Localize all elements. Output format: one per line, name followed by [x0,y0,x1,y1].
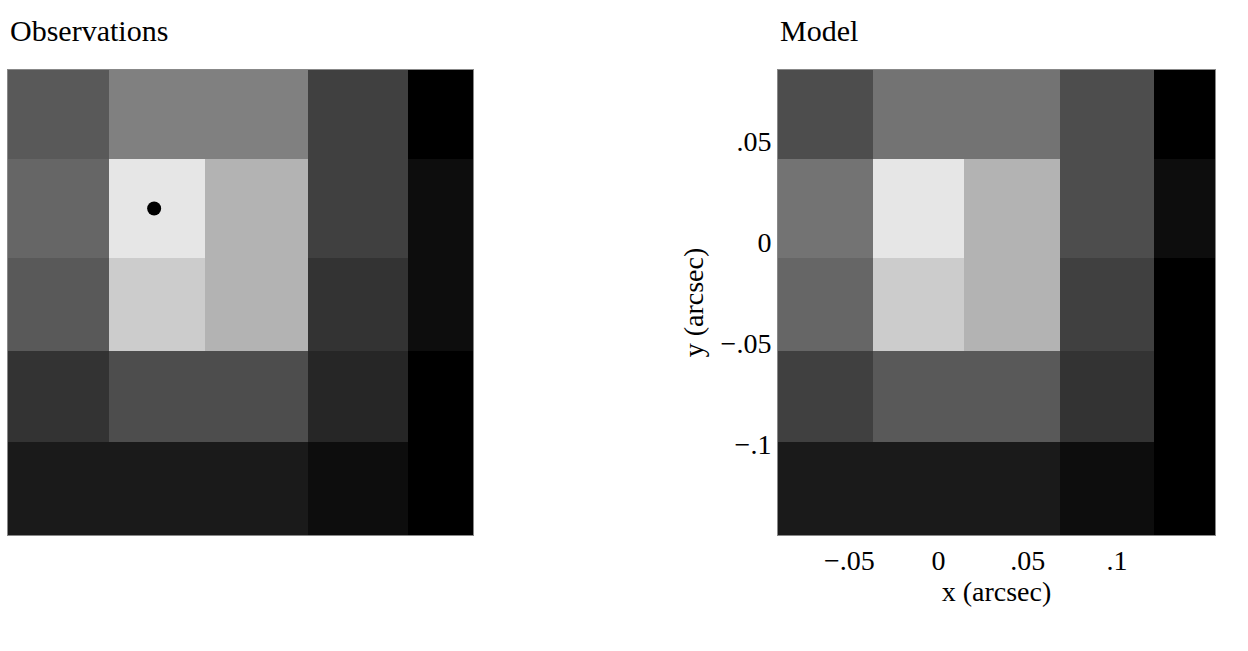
svg-text:0: 0 [932,545,946,576]
svg-text:−.05: −.05 [721,328,772,359]
svg-text:.05: .05 [736,126,771,157]
svg-text:Model: Model [780,14,858,47]
svg-text:.1: .1 [1106,545,1127,576]
svg-text:Observations: Observations [10,14,168,47]
svg-text:−.1: −.1 [735,429,772,460]
svg-text:x (arcsec): x (arcsec) [942,576,1052,607]
svg-text:0: 0 [757,227,771,258]
svg-text:.05: .05 [1010,545,1045,576]
svg-text:−.05: −.05 [824,545,875,576]
svg-text:y (arcsec): y (arcsec) [678,248,709,358]
